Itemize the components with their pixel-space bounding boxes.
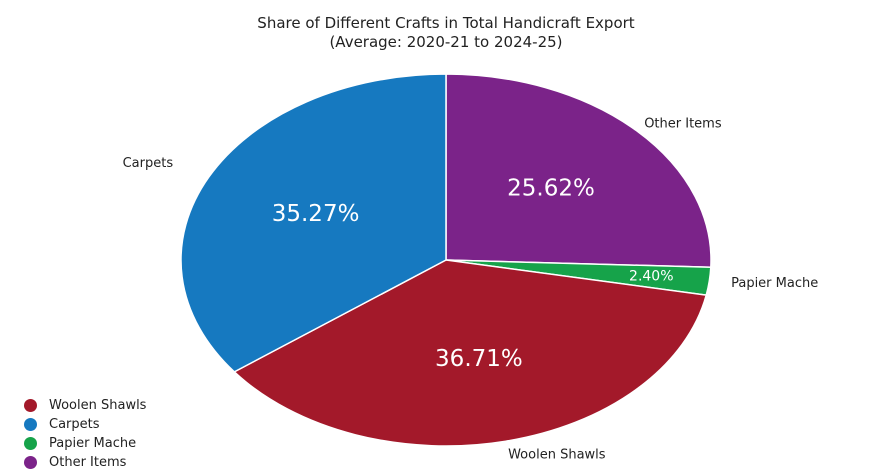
category-label-papier-mache: Papier Mache (731, 276, 818, 291)
legend-swatch (24, 437, 37, 450)
legend-label: Other Items (49, 455, 127, 470)
legend-swatch (24, 399, 37, 412)
legend-item-carpets: Carpets (24, 415, 146, 434)
pie-slice-other-items (445, 73, 712, 269)
legend-item-papier-mache: Papier Mache (24, 434, 146, 453)
value-label-woolen-shawls: 36.71% (435, 346, 523, 372)
category-label-other-items: Other Items (644, 117, 722, 132)
legend-label: Papier Mache (49, 436, 137, 451)
value-label-carpets: 35.27% (272, 201, 360, 227)
value-label-papier-mache: 2.40% (629, 269, 673, 285)
legend-swatch (24, 418, 37, 431)
category-label-woolen-shawls: Woolen Shawls (508, 447, 606, 462)
category-label-carpets: Carpets (123, 156, 174, 171)
legend-swatch (24, 456, 37, 469)
legend-item-woolen-shawls: Woolen Shawls (24, 396, 146, 415)
legend-label: Woolen Shawls (49, 398, 147, 413)
chart-legend: Woolen Shawls Carpets Papier Mache Other… (24, 396, 146, 472)
chart-title-block: Share of Different Crafts in Total Handi… (0, 14, 892, 52)
pie-slice-carpets (180, 73, 447, 373)
legend-label: Carpets (49, 417, 100, 432)
chart-title: Share of Different Crafts in Total Handi… (257, 14, 635, 32)
legend-item-other-items: Other Items (24, 453, 146, 472)
value-label-other-items: 25.62% (507, 176, 595, 202)
pie-slice-woolen-shawls (232, 259, 708, 447)
chart-subtitle: (Average: 2020-21 to 2024-25) (329, 33, 563, 51)
